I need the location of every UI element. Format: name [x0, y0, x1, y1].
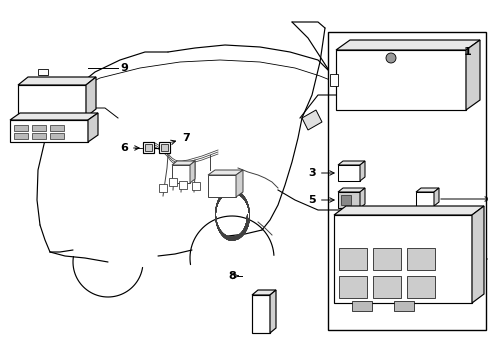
Bar	[169, 178, 177, 186]
Bar	[159, 184, 167, 192]
Bar	[329, 74, 337, 86]
Polygon shape	[18, 85, 86, 117]
Polygon shape	[337, 161, 364, 165]
Bar	[14, 133, 28, 139]
Bar	[50, 133, 64, 139]
Polygon shape	[333, 215, 471, 303]
Bar	[145, 144, 152, 151]
Polygon shape	[335, 50, 465, 110]
Bar	[32, 133, 46, 139]
Polygon shape	[207, 175, 236, 197]
Text: 9: 9	[120, 63, 128, 73]
Text: 4: 4	[440, 194, 488, 204]
Polygon shape	[433, 188, 438, 206]
Text: 2: 2	[487, 254, 488, 264]
Bar	[351, 301, 371, 311]
Polygon shape	[236, 170, 243, 197]
Bar	[372, 248, 400, 270]
Polygon shape	[471, 206, 483, 303]
Polygon shape	[207, 170, 243, 175]
Polygon shape	[337, 188, 364, 192]
Text: 1: 1	[463, 47, 471, 57]
Polygon shape	[38, 69, 48, 75]
Polygon shape	[251, 295, 269, 333]
Bar	[372, 276, 400, 298]
Bar	[192, 182, 200, 190]
Polygon shape	[190, 161, 195, 183]
Text: 8: 8	[228, 271, 236, 281]
Text: 6: 6	[120, 143, 139, 153]
Polygon shape	[337, 165, 359, 181]
Bar	[159, 142, 170, 153]
Polygon shape	[10, 113, 98, 120]
Polygon shape	[269, 290, 275, 333]
Bar	[393, 301, 413, 311]
Bar	[179, 181, 186, 189]
Text: 5: 5	[308, 195, 333, 205]
Bar	[406, 276, 434, 298]
Polygon shape	[465, 40, 479, 110]
Bar	[338, 276, 366, 298]
Polygon shape	[172, 165, 190, 183]
Bar	[14, 125, 28, 131]
Bar	[338, 248, 366, 270]
Text: 7: 7	[170, 133, 189, 144]
Polygon shape	[10, 120, 88, 142]
Text: 3: 3	[308, 168, 333, 178]
Bar	[142, 142, 154, 153]
Bar	[50, 125, 64, 131]
Polygon shape	[335, 40, 479, 50]
Polygon shape	[333, 206, 483, 215]
Polygon shape	[251, 290, 275, 295]
Polygon shape	[172, 161, 195, 165]
Bar	[327, 32, 485, 330]
Bar	[406, 248, 434, 270]
Polygon shape	[18, 77, 96, 85]
Bar	[340, 195, 350, 205]
Polygon shape	[337, 192, 359, 208]
Polygon shape	[415, 192, 433, 206]
Bar	[161, 144, 168, 151]
Polygon shape	[359, 161, 364, 181]
Polygon shape	[415, 188, 438, 192]
Circle shape	[385, 53, 395, 63]
Polygon shape	[302, 110, 321, 130]
Bar	[32, 125, 46, 131]
Polygon shape	[359, 188, 364, 208]
Polygon shape	[88, 113, 98, 142]
Polygon shape	[86, 77, 96, 117]
